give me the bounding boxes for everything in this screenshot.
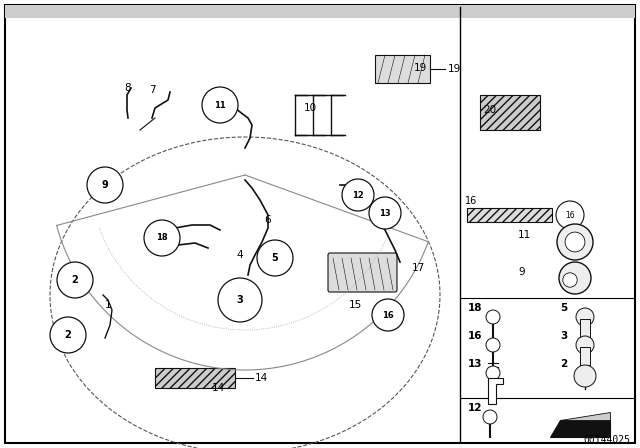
Text: 12: 12 (352, 190, 364, 199)
Circle shape (483, 410, 497, 424)
Circle shape (50, 317, 86, 353)
Text: 13: 13 (379, 208, 391, 217)
Circle shape (342, 179, 374, 211)
Bar (580, 319, 590, 337)
Text: 5: 5 (560, 303, 567, 313)
Text: 14: 14 (211, 383, 225, 393)
Text: 17: 17 (412, 263, 424, 273)
Text: 16: 16 (565, 211, 575, 220)
Text: 19: 19 (448, 64, 461, 74)
Bar (375, 55, 430, 83)
Text: 14: 14 (255, 373, 268, 383)
Text: 2: 2 (560, 359, 567, 369)
Circle shape (563, 273, 577, 287)
Text: 7: 7 (148, 85, 156, 95)
Text: 16: 16 (382, 310, 394, 319)
Text: 12: 12 (468, 403, 483, 413)
Text: 3: 3 (237, 295, 243, 305)
Text: 1: 1 (105, 300, 111, 310)
Circle shape (486, 338, 500, 352)
Text: 13: 13 (468, 359, 483, 369)
Circle shape (202, 87, 238, 123)
Circle shape (87, 167, 123, 203)
Text: 18: 18 (156, 233, 168, 242)
Bar (5, 5, 635, 18)
Text: 8: 8 (125, 83, 131, 93)
Text: 11: 11 (214, 100, 226, 109)
Polygon shape (550, 420, 610, 437)
Text: 10: 10 (303, 103, 317, 113)
Text: 19: 19 (413, 63, 427, 73)
Text: 9: 9 (102, 180, 108, 190)
Bar (580, 347, 590, 365)
Circle shape (559, 262, 591, 294)
Text: 11: 11 (518, 230, 531, 240)
Text: 20: 20 (483, 105, 497, 115)
Text: 2: 2 (72, 275, 78, 285)
Circle shape (144, 220, 180, 256)
Text: 2: 2 (65, 330, 72, 340)
Circle shape (218, 278, 262, 322)
Text: 00144025: 00144025 (583, 435, 630, 445)
Circle shape (57, 262, 93, 298)
Circle shape (576, 336, 594, 354)
Bar (480, 95, 540, 130)
Text: 9: 9 (518, 267, 525, 277)
Circle shape (257, 240, 293, 276)
Polygon shape (488, 378, 503, 404)
Circle shape (369, 197, 401, 229)
Circle shape (557, 224, 593, 260)
Circle shape (574, 365, 596, 387)
Circle shape (565, 232, 585, 252)
Text: 6: 6 (265, 215, 271, 225)
Circle shape (556, 201, 584, 229)
Circle shape (486, 366, 500, 380)
Text: 5: 5 (271, 253, 278, 263)
Bar (467, 208, 552, 222)
Text: 16: 16 (468, 331, 483, 341)
Text: 4: 4 (237, 250, 243, 260)
Circle shape (372, 299, 404, 331)
Text: 3: 3 (560, 331, 567, 341)
Text: 16: 16 (465, 196, 477, 206)
Text: 18: 18 (468, 303, 483, 313)
Bar (155, 368, 235, 388)
Polygon shape (560, 412, 610, 420)
FancyBboxPatch shape (328, 253, 397, 292)
Circle shape (486, 310, 500, 324)
Text: 15: 15 (348, 300, 362, 310)
Circle shape (576, 308, 594, 326)
